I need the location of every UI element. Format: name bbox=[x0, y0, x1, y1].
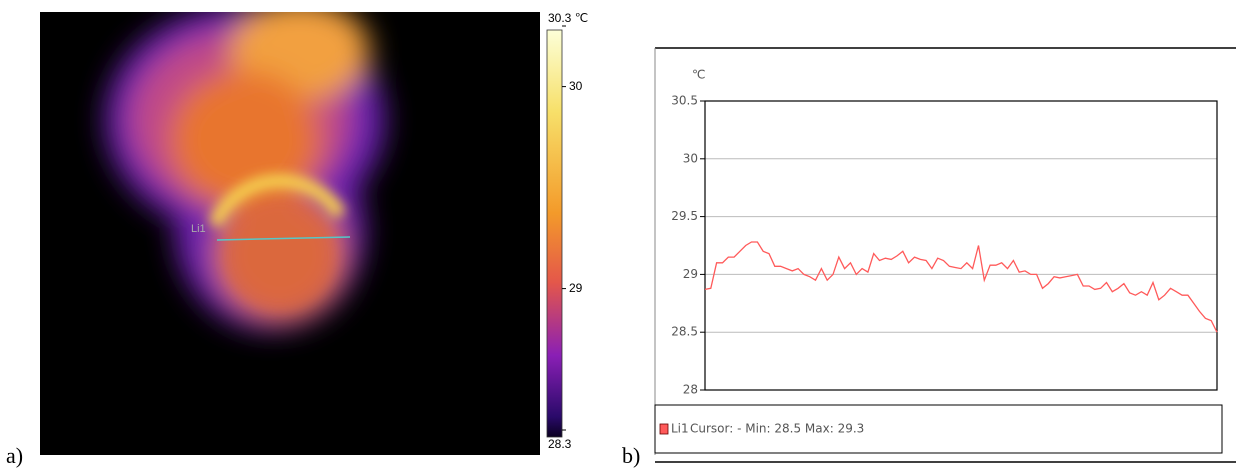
thermal-blob bbox=[105, 12, 385, 330]
legend-name: Li1 bbox=[671, 422, 689, 436]
plot-frame bbox=[704, 100, 1218, 391]
y-tick-label: 30 bbox=[683, 151, 698, 165]
colorbar bbox=[546, 29, 563, 438]
y-axis-label: ℃ bbox=[692, 68, 705, 82]
panel-label: b) bbox=[622, 443, 640, 468]
colorbar-tick-label: 30 bbox=[569, 79, 583, 93]
y-tick-label: 28 bbox=[683, 383, 698, 397]
colorbar-tick-label: 29 bbox=[569, 281, 583, 295]
legend-text: Cursor: - Min: 28.5 Max: 29.3 bbox=[690, 422, 864, 436]
panel-label: a) bbox=[6, 443, 23, 468]
y-tick-label: 30.5 bbox=[671, 94, 698, 108]
y-tick-label: 28.5 bbox=[671, 325, 698, 339]
profile-line bbox=[216, 236, 351, 241]
colorbar-tick-label: 30.3 ℃ bbox=[548, 11, 588, 25]
legend-box bbox=[654, 404, 1223, 454]
y-tick-label: 29.5 bbox=[671, 209, 698, 223]
line-annotation: Li1 bbox=[191, 223, 206, 235]
legend-swatch bbox=[659, 423, 669, 435]
data-line bbox=[704, 241, 1218, 333]
colorbar-tick-label: 28.3 bbox=[548, 437, 572, 451]
y-tick-label: 29 bbox=[683, 267, 698, 281]
